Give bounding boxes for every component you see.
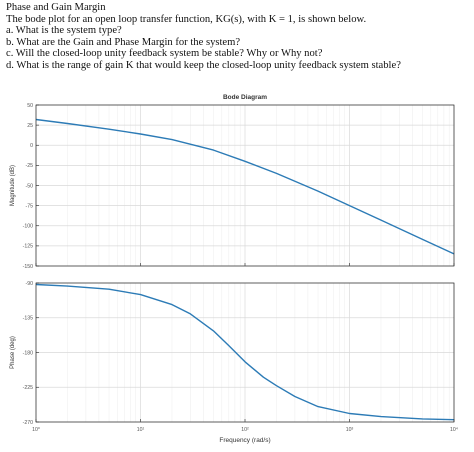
magnitude-y-tick-label: -150 bbox=[23, 264, 33, 270]
magnitude-y-tick-label: 25 bbox=[27, 123, 33, 129]
phase-y-axis-label: Phase (deg) bbox=[10, 336, 16, 369]
magnitude-y-tick-label: 50 bbox=[27, 103, 33, 109]
x-tick-label: 10⁴ bbox=[450, 427, 458, 433]
x-tick-label: 10⁰ bbox=[32, 427, 40, 433]
magnitude-y-tick-label: -100 bbox=[23, 224, 33, 230]
phase-y-tick-label: -180 bbox=[23, 350, 33, 356]
magnitude-y-tick-label: -50 bbox=[26, 183, 34, 189]
question-d: d. What is the range of gain K that woul… bbox=[6, 59, 401, 71]
magnitude-y-tick-label: -25 bbox=[26, 163, 34, 169]
magnitude-y-tick-label: -75 bbox=[26, 203, 34, 209]
x-axis-label: Frequency (rad/s) bbox=[219, 437, 270, 444]
magnitude-panel: 50 25 0 -25 -50 -75 -100 -125 -150 Magnitude (dB) bbox=[10, 103, 455, 270]
bode-plot: Bode Diagram 50 25 0 -25 -50 -75 -100 -125 -150 M… bbox=[10, 94, 458, 444]
phase-curve bbox=[35, 283, 455, 421]
magnitude-y-tick-label: 0 bbox=[30, 143, 33, 149]
chart-title: Bode Diagram bbox=[223, 94, 267, 101]
phase-axes-frame bbox=[35, 282, 455, 423]
phase-panel: 10⁰ 10¹ 10² 10³ 10⁴ -90 -135 -180 -225 -270 Phase … bbox=[10, 281, 458, 433]
problem-intro: The bode plot for an open loop transfer … bbox=[6, 13, 367, 25]
x-tick-label: 10¹ bbox=[137, 427, 145, 433]
phase-y-tick-label: -270 bbox=[23, 420, 33, 426]
phase-y-tick-label: -225 bbox=[23, 385, 33, 391]
question-b: b. What are the Gain and Phase Margin fo… bbox=[6, 36, 241, 48]
magnitude-y-axis-label: Magnitude (dB) bbox=[10, 165, 16, 206]
phase-y-tick-label: -135 bbox=[23, 316, 33, 322]
magnitude-curve bbox=[35, 118, 455, 255]
phase-y-tick-label: -90 bbox=[26, 281, 34, 287]
problem-heading: Phase and Gain Margin bbox=[6, 2, 106, 13]
magnitude-y-tick-label: -125 bbox=[23, 244, 33, 250]
problem-statement: Phase and Gain Margin The bode plot for … bbox=[6, 2, 470, 72]
magnitude-axes-frame bbox=[35, 104, 455, 267]
x-tick-label: 10² bbox=[241, 427, 249, 433]
question-c: c. Will the closed-loop unity feedback s… bbox=[6, 48, 323, 60]
x-tick-label: 10³ bbox=[346, 427, 354, 433]
question-a: a. What is the system type? bbox=[6, 25, 122, 37]
